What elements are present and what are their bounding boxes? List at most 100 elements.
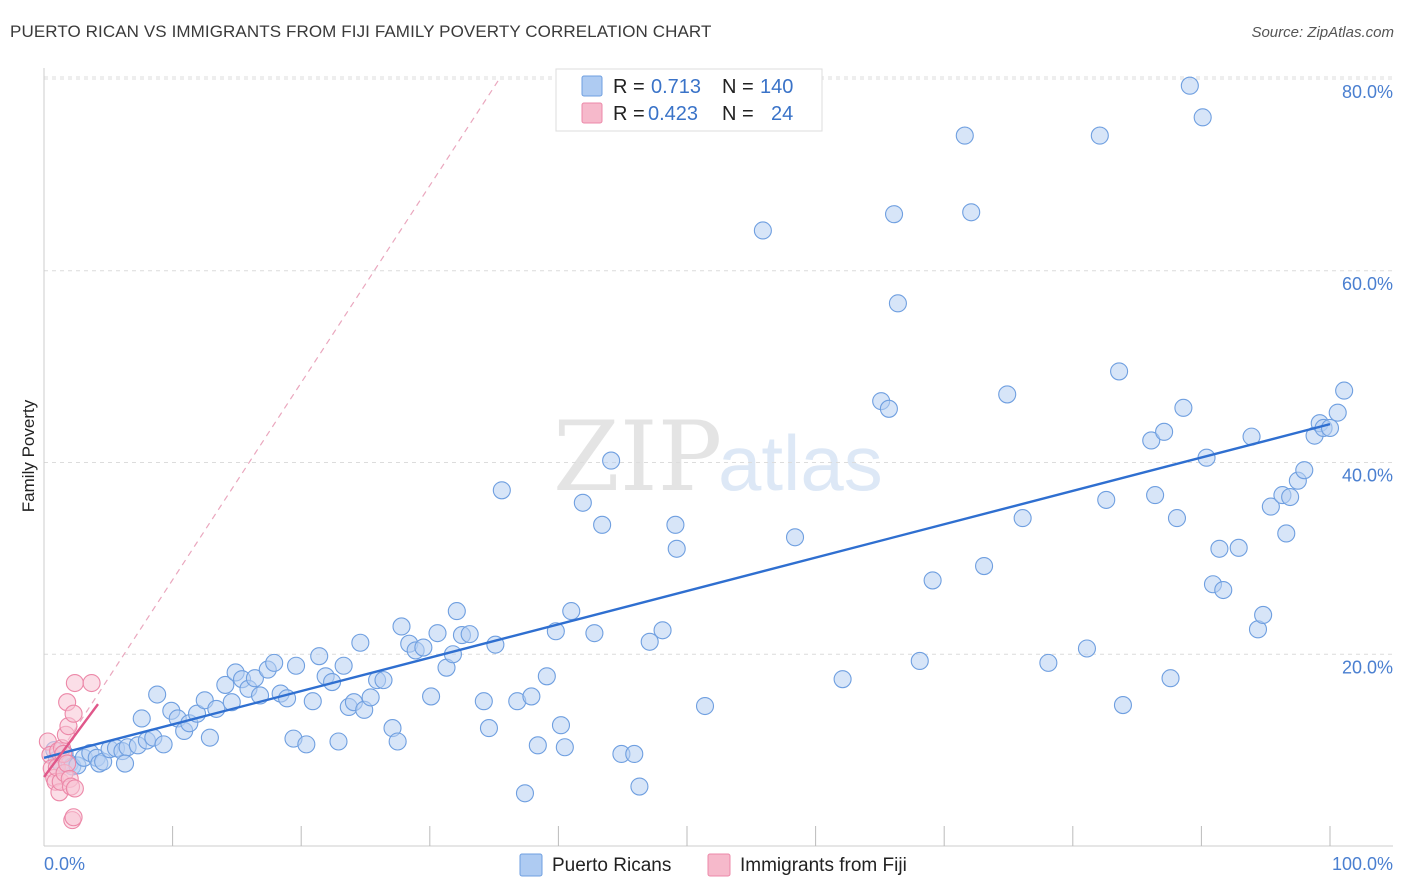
puerto-rican-point (460, 625, 479, 644)
puerto-rican-point (666, 515, 685, 534)
legend-r-label: R = (613, 103, 645, 125)
puerto-rican-point (1142, 431, 1161, 450)
puerto-rican-point (1295, 461, 1314, 480)
puerto-rican-point (392, 617, 411, 636)
puerto-rican-point (1180, 76, 1199, 95)
puerto-rican-point (492, 481, 511, 500)
legend-r-label: R = (613, 76, 645, 98)
puerto-rican-point (528, 736, 547, 755)
puerto-rican-point (310, 647, 329, 666)
puerto-rican-point (222, 693, 241, 712)
puerto-rican-point (1113, 696, 1133, 715)
puerto-rican-point (1320, 418, 1340, 438)
puerto-rican-point (753, 221, 772, 240)
y-tick-label: 80.0% (1342, 82, 1393, 102)
puerto-rican-point (1077, 639, 1096, 658)
y-tick-label: 20.0% (1342, 657, 1393, 677)
puerto-rican-point (962, 203, 981, 222)
puerto-rican-point (833, 670, 852, 689)
puerto-rican-point (297, 735, 316, 754)
puerto-rican-point (1161, 669, 1180, 688)
puerto-rican-point (303, 692, 322, 711)
puerto-rican-point (479, 719, 499, 738)
x-tick-label: 100.0% (1332, 854, 1393, 874)
puerto-rican-point (785, 528, 805, 547)
puerto-rican-point (216, 675, 235, 694)
puerto-rican-point (428, 624, 447, 643)
puerto-rican-point (551, 716, 571, 735)
gridlines: 20.0% 40.0% 60.0% 80.0% (44, 76, 1393, 677)
fiji-point (64, 808, 83, 827)
puerto-rican-point (653, 621, 672, 640)
fiji-point (64, 704, 83, 723)
y-tick-label: 40.0% (1342, 466, 1393, 486)
bottom-legend-swatch-puerto-ricans (519, 853, 543, 877)
puerto-rican-point (573, 493, 592, 512)
puerto-rican-point (265, 653, 284, 672)
legend-r-value: 0.423 (648, 103, 698, 125)
puerto-rican-point (200, 728, 219, 747)
puerto-rican-point (351, 633, 370, 652)
puerto-rican-point (998, 385, 1017, 404)
puerto-rican-point (1039, 653, 1058, 672)
chart-title: PUERTO RICAN VS IMMIGRANTS FROM FIJI FAM… (10, 22, 712, 41)
puerto-rican-point (695, 696, 715, 716)
puerto-rican-point (1210, 539, 1229, 558)
puerto-rican-point (585, 624, 604, 643)
puerto-rican-point (374, 671, 393, 690)
trend-lines-front (43, 422, 1331, 778)
puerto-rican-point (888, 294, 907, 313)
data-points (38, 76, 1354, 830)
puerto-rican-point (625, 744, 644, 764)
legend-r-value: 0.713 (651, 76, 701, 98)
puerto-rican-point (245, 669, 264, 688)
y-axis-label: Family Poverty (19, 399, 38, 512)
puerto-rican-point (1110, 362, 1129, 381)
puerto-rican-point (630, 777, 649, 796)
puerto-rican-point (1146, 486, 1165, 505)
puerto-rican-point (154, 735, 173, 754)
puerto-rican-point (562, 602, 581, 621)
puerto-rican-point (515, 784, 535, 803)
fiji-trend-line (43, 703, 99, 778)
puerto-rican-point (1328, 403, 1347, 422)
puerto-rican-point (1214, 580, 1233, 600)
puerto-rican-point (975, 556, 994, 576)
legend-top: R = 0.713 N = 140 R = 0.423 N = 24 (555, 68, 823, 132)
puerto-rican-point (667, 539, 686, 558)
puerto-rican-point (537, 667, 556, 686)
puerto-rican-trend-line (43, 422, 1331, 759)
axes (43, 68, 1393, 847)
puerto-rican-point (555, 738, 574, 757)
puerto-rican-point (1261, 497, 1280, 516)
legend-n-value: 24 (771, 103, 793, 125)
bottom-legend-label: Immigrants from Fiji (740, 855, 907, 876)
bottom-legend-label: Puerto Ricans (552, 855, 671, 876)
puerto-rican-point (1281, 487, 1300, 507)
legend-swatch-fiji (581, 102, 603, 124)
puerto-rican-point (148, 685, 167, 704)
puerto-rican-point (1229, 538, 1248, 557)
puerto-rican-point (1097, 490, 1116, 509)
fiji-trend-extended (43, 76, 502, 778)
puerto-rican-point (1090, 126, 1109, 145)
source-label: Source: ZipAtlas.com (1251, 24, 1394, 41)
puerto-rican-point (1335, 381, 1354, 400)
puerto-rican-point (640, 632, 659, 651)
puerto-rican-point (1254, 605, 1273, 624)
puerto-rican-point (329, 732, 348, 751)
puerto-rican-point (1277, 524, 1296, 543)
puerto-rican-point (422, 687, 441, 706)
fiji-point (65, 673, 84, 693)
puerto-rican-point (1155, 422, 1174, 441)
legend-swatch-puerto-ricans (581, 75, 603, 97)
puerto-rican-point (522, 687, 541, 706)
puerto-rican-point (115, 754, 135, 773)
puerto-rican-point (1167, 509, 1187, 528)
puerto-rican-point (334, 656, 353, 675)
legend-n-label: N = (722, 76, 754, 98)
puerto-rican-point (388, 732, 407, 751)
puerto-rican-point (910, 651, 929, 671)
puerto-rican-point (132, 709, 151, 728)
